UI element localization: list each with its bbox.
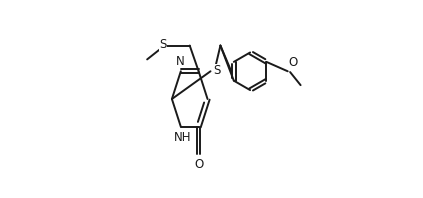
Text: N: N	[176, 55, 184, 68]
Text: O: O	[288, 56, 297, 69]
Text: S: S	[159, 38, 167, 51]
Text: NH: NH	[174, 131, 192, 144]
Text: S: S	[214, 64, 221, 77]
Text: O: O	[194, 158, 203, 171]
